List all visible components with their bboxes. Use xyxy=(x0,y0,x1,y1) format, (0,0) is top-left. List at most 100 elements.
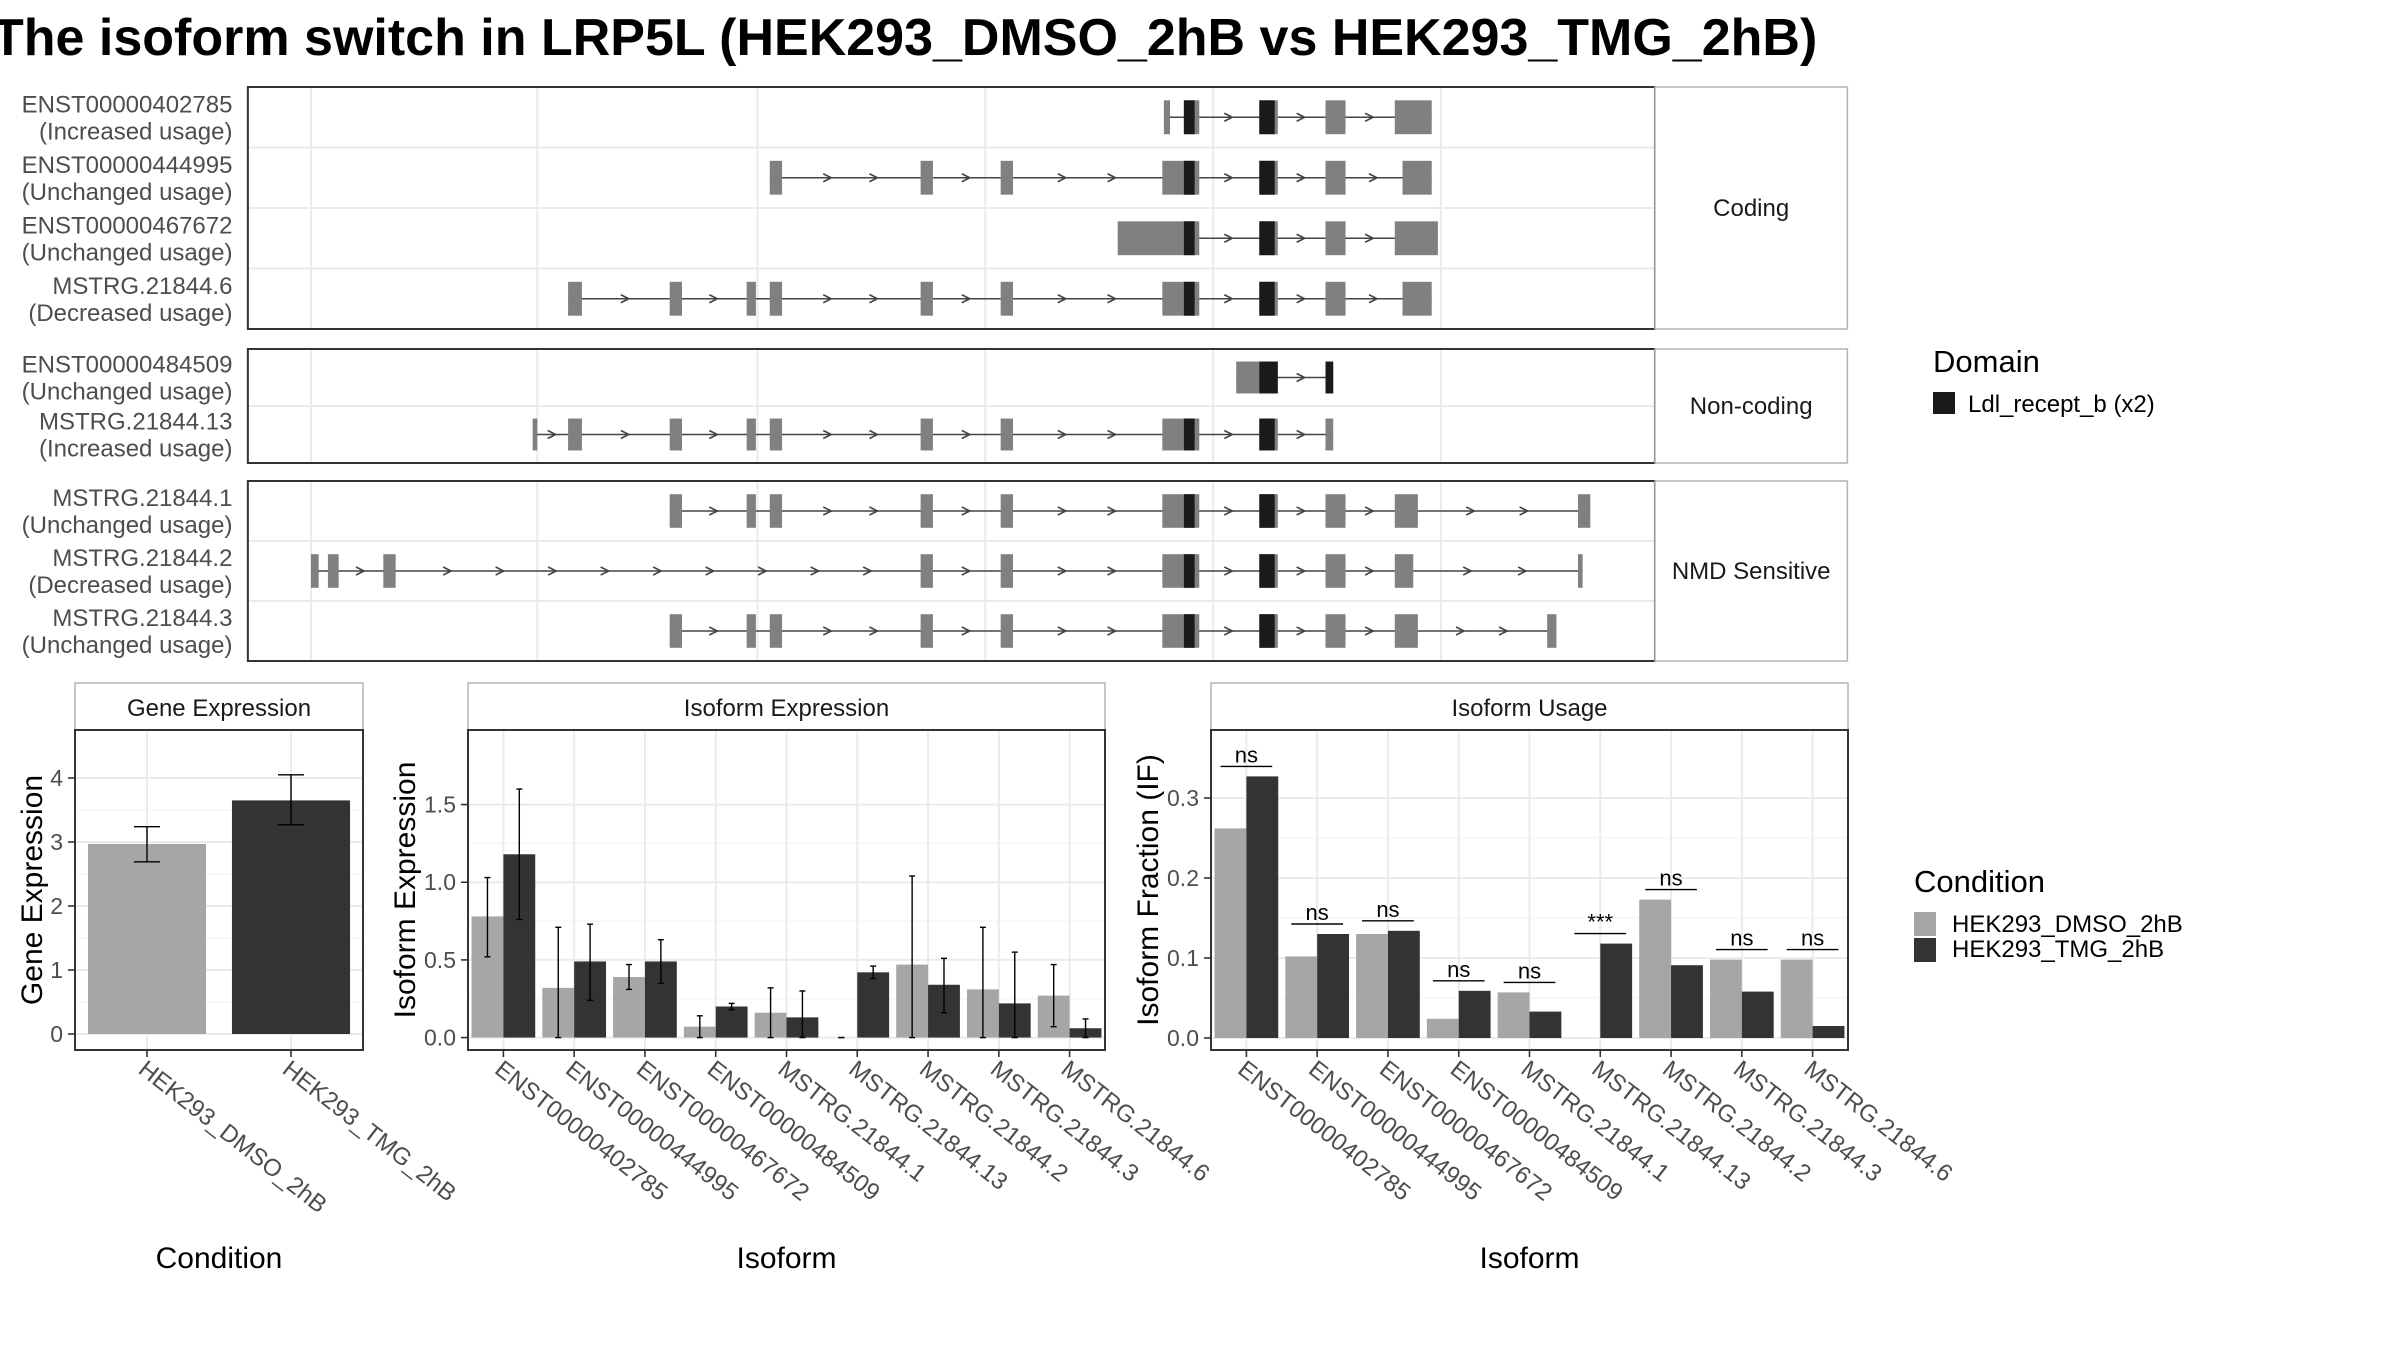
y-axis-label: Isoform Expression xyxy=(389,762,422,1019)
exon-block xyxy=(746,494,756,528)
intron-arrow xyxy=(1498,626,1509,636)
isoform-usage-label: (Unchanged usage) xyxy=(22,179,233,206)
exon-block xyxy=(1000,494,1013,528)
isoform-track: ENST00000484509(Unchanged usage) xyxy=(22,352,1334,406)
exon-block xyxy=(1394,494,1418,528)
isoform-track: MSTRG.21844.2(Decreased usage) xyxy=(28,545,1583,599)
bar xyxy=(1246,776,1279,1038)
intron-arrow xyxy=(1057,294,1068,304)
intron-arrow xyxy=(1296,429,1307,440)
intron-arrow xyxy=(1107,429,1118,440)
domain-block xyxy=(1183,614,1195,648)
intron-arrow xyxy=(1364,566,1375,576)
exon-block xyxy=(920,160,933,195)
intron-arrow xyxy=(1296,294,1307,304)
isoform-id-label: ENST00000444995 xyxy=(22,152,233,179)
significance-label: ns xyxy=(1447,957,1470,982)
y-tick-label: 0.1 xyxy=(1167,945,1199,971)
domain-block xyxy=(1183,100,1195,135)
significance-label: ns xyxy=(1659,866,1682,891)
isoform-usage-label: (Decreased usage) xyxy=(28,300,232,327)
bar xyxy=(1497,992,1530,1038)
intron-arrow xyxy=(708,429,720,440)
bar xyxy=(1671,965,1703,1038)
exon-block xyxy=(669,494,682,528)
intron-arrow xyxy=(961,429,972,440)
domain-block xyxy=(1183,160,1195,195)
intron-arrow xyxy=(1107,294,1118,304)
intron-arrow xyxy=(708,506,720,516)
exon-block xyxy=(1402,281,1432,316)
intron-arrow xyxy=(1455,626,1466,636)
exon-block xyxy=(1163,100,1171,135)
exon-block xyxy=(920,554,933,588)
intron-arrow xyxy=(757,566,768,576)
intron-arrow xyxy=(961,506,972,516)
intron-arrow xyxy=(1107,626,1118,636)
figure-title: The isoform switch in LRP5L (HEK293_DMSO… xyxy=(0,9,1817,67)
y-tick-label: 2 xyxy=(50,893,63,919)
intron-arrow xyxy=(1223,626,1235,636)
isoform-track: MSTRG.21844.3(Unchanged usage) xyxy=(22,605,1557,659)
x-axis-label: Isoform xyxy=(736,1242,836,1275)
structure-group-0: ENST00000402785(Increased usage)ENST0000… xyxy=(22,86,1849,330)
isoform-track: MSTRG.21844.13(Increased usage) xyxy=(39,409,1334,463)
chart-title: Gene Expression xyxy=(127,695,311,722)
intron-arrow xyxy=(1223,506,1235,516)
domain-block xyxy=(1325,361,1334,394)
y-tick-label: 0 xyxy=(50,1021,63,1047)
exon-block xyxy=(568,281,582,316)
exon-block xyxy=(1000,614,1013,648)
intron-arrow xyxy=(1517,566,1528,576)
intron-arrow xyxy=(600,566,611,576)
intron-arrow xyxy=(961,294,972,304)
y-tick-label: 0.2 xyxy=(1167,865,1199,891)
bar xyxy=(1780,959,1813,1038)
x-axis-label: Condition xyxy=(156,1242,283,1275)
domain-block xyxy=(1259,494,1275,528)
intron-arrow xyxy=(1364,112,1375,122)
chart-panel-border xyxy=(74,729,364,1051)
y-axis-label: Gene Expression xyxy=(16,775,49,1005)
facet-strip xyxy=(1654,348,1849,464)
isoform-usage-label: (Increased usage) xyxy=(39,436,232,463)
intron-arrow xyxy=(355,566,366,576)
condition-legend-label: HEK293_TMG_2hB xyxy=(1952,936,2164,963)
intron-arrow xyxy=(1223,112,1235,122)
intron-arrow xyxy=(869,294,880,304)
intron-arrow xyxy=(1364,233,1375,243)
condition-legend-swatch xyxy=(1914,938,1936,962)
intron-arrow xyxy=(810,566,821,576)
intron-arrow xyxy=(1223,294,1235,304)
intron-arrow xyxy=(547,429,558,440)
y-tick-label: 3 xyxy=(50,829,63,855)
intron-arrow xyxy=(547,566,558,576)
domain-block xyxy=(1259,418,1275,451)
isoform-usage-label: (Increased usage) xyxy=(39,118,232,145)
exon-block xyxy=(920,494,933,528)
intron-arrow xyxy=(822,506,834,516)
bar xyxy=(1639,899,1672,1038)
y-tick-label: 1.0 xyxy=(424,869,456,895)
exon-block xyxy=(769,494,783,528)
intron-arrow xyxy=(869,429,880,440)
exon-block xyxy=(920,614,933,648)
exon-block xyxy=(1402,160,1432,195)
intron-arrow xyxy=(1107,506,1118,516)
bar xyxy=(1709,959,1742,1038)
domain-block xyxy=(1183,221,1195,256)
significance-label: ns xyxy=(1518,958,1541,983)
bar xyxy=(1529,1011,1562,1038)
facet-strip-label: Coding xyxy=(1713,195,1789,222)
y-tick-label: 0.0 xyxy=(1167,1025,1199,1051)
intron-arrow xyxy=(1223,173,1235,183)
intron-arrow xyxy=(1296,372,1307,383)
intron-arrow xyxy=(822,626,834,636)
y-tick-label: 4 xyxy=(50,765,63,791)
exon-block xyxy=(920,281,933,316)
y-tick-label: 0.0 xyxy=(424,1025,456,1051)
intron-arrow xyxy=(961,626,972,636)
